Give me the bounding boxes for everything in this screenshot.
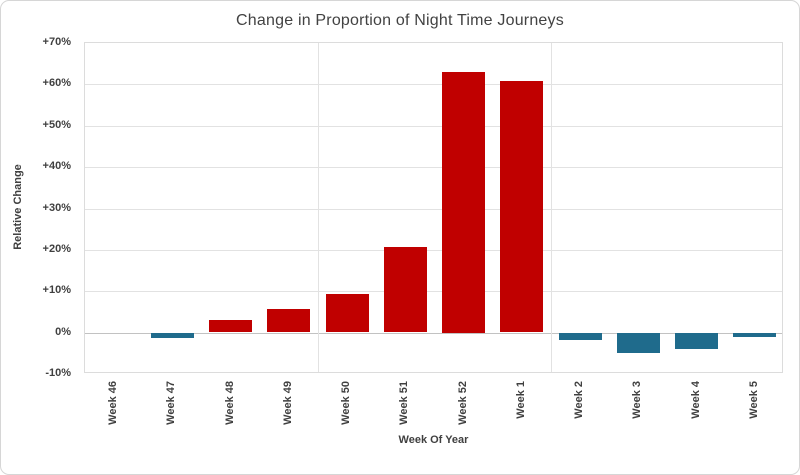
x-tick-label: Week 47 — [165, 381, 177, 425]
y-tick-label: +20% — [42, 243, 71, 255]
x-tick-label: Week 2 — [573, 381, 585, 419]
bar-week-48 — [209, 320, 252, 332]
x-tick-label: Week 49 — [282, 381, 294, 425]
x-tick-label: Week 5 — [748, 381, 760, 419]
bar-week-50 — [326, 294, 369, 332]
y-tick-label: -10% — [45, 367, 71, 379]
x-tick-label: Week 1 — [515, 381, 527, 419]
chart-title: Change in Proportion of Night Time Journ… — [236, 12, 564, 29]
gridline — [85, 209, 782, 210]
gridline — [85, 167, 782, 168]
y-tick-label: +10% — [42, 284, 71, 296]
bar-week-5 — [733, 333, 776, 337]
bar-week-2 — [559, 333, 602, 340]
y-tick-label: +60% — [42, 77, 71, 89]
x-tick-label: Week 51 — [398, 381, 410, 425]
x-tick-label: Week 50 — [340, 381, 352, 425]
bar-week-1 — [500, 81, 543, 332]
bar-week-49 — [267, 309, 310, 332]
gridline — [85, 291, 782, 292]
y-tick-label: +50% — [42, 119, 71, 131]
bar-week-3 — [617, 333, 660, 353]
x-tick-label: Week 4 — [690, 381, 702, 419]
gridline — [85, 250, 782, 251]
bar-week-47 — [151, 333, 194, 338]
y-tick-label: +40% — [42, 160, 71, 172]
bar-week-4 — [675, 333, 718, 349]
y-tick-label: 0% — [55, 326, 71, 338]
gridline — [85, 84, 782, 85]
x-tick-label: Week 52 — [457, 381, 469, 425]
x-axis-title: Week Of Year — [398, 434, 469, 446]
plot-area — [84, 42, 783, 373]
x-tick-label: Week 46 — [107, 381, 119, 425]
x-tick-label: Week 48 — [224, 381, 236, 425]
group-separator-line — [318, 43, 319, 372]
zero-axis-line — [85, 333, 782, 334]
x-tick-label: Week 3 — [631, 381, 643, 419]
y-tick-label: +70% — [42, 36, 71, 48]
group-separator-line — [551, 43, 552, 372]
bar-week-51 — [384, 247, 427, 332]
bar-week-52 — [442, 72, 485, 333]
gridline — [85, 126, 782, 127]
y-tick-label: +30% — [42, 202, 71, 214]
